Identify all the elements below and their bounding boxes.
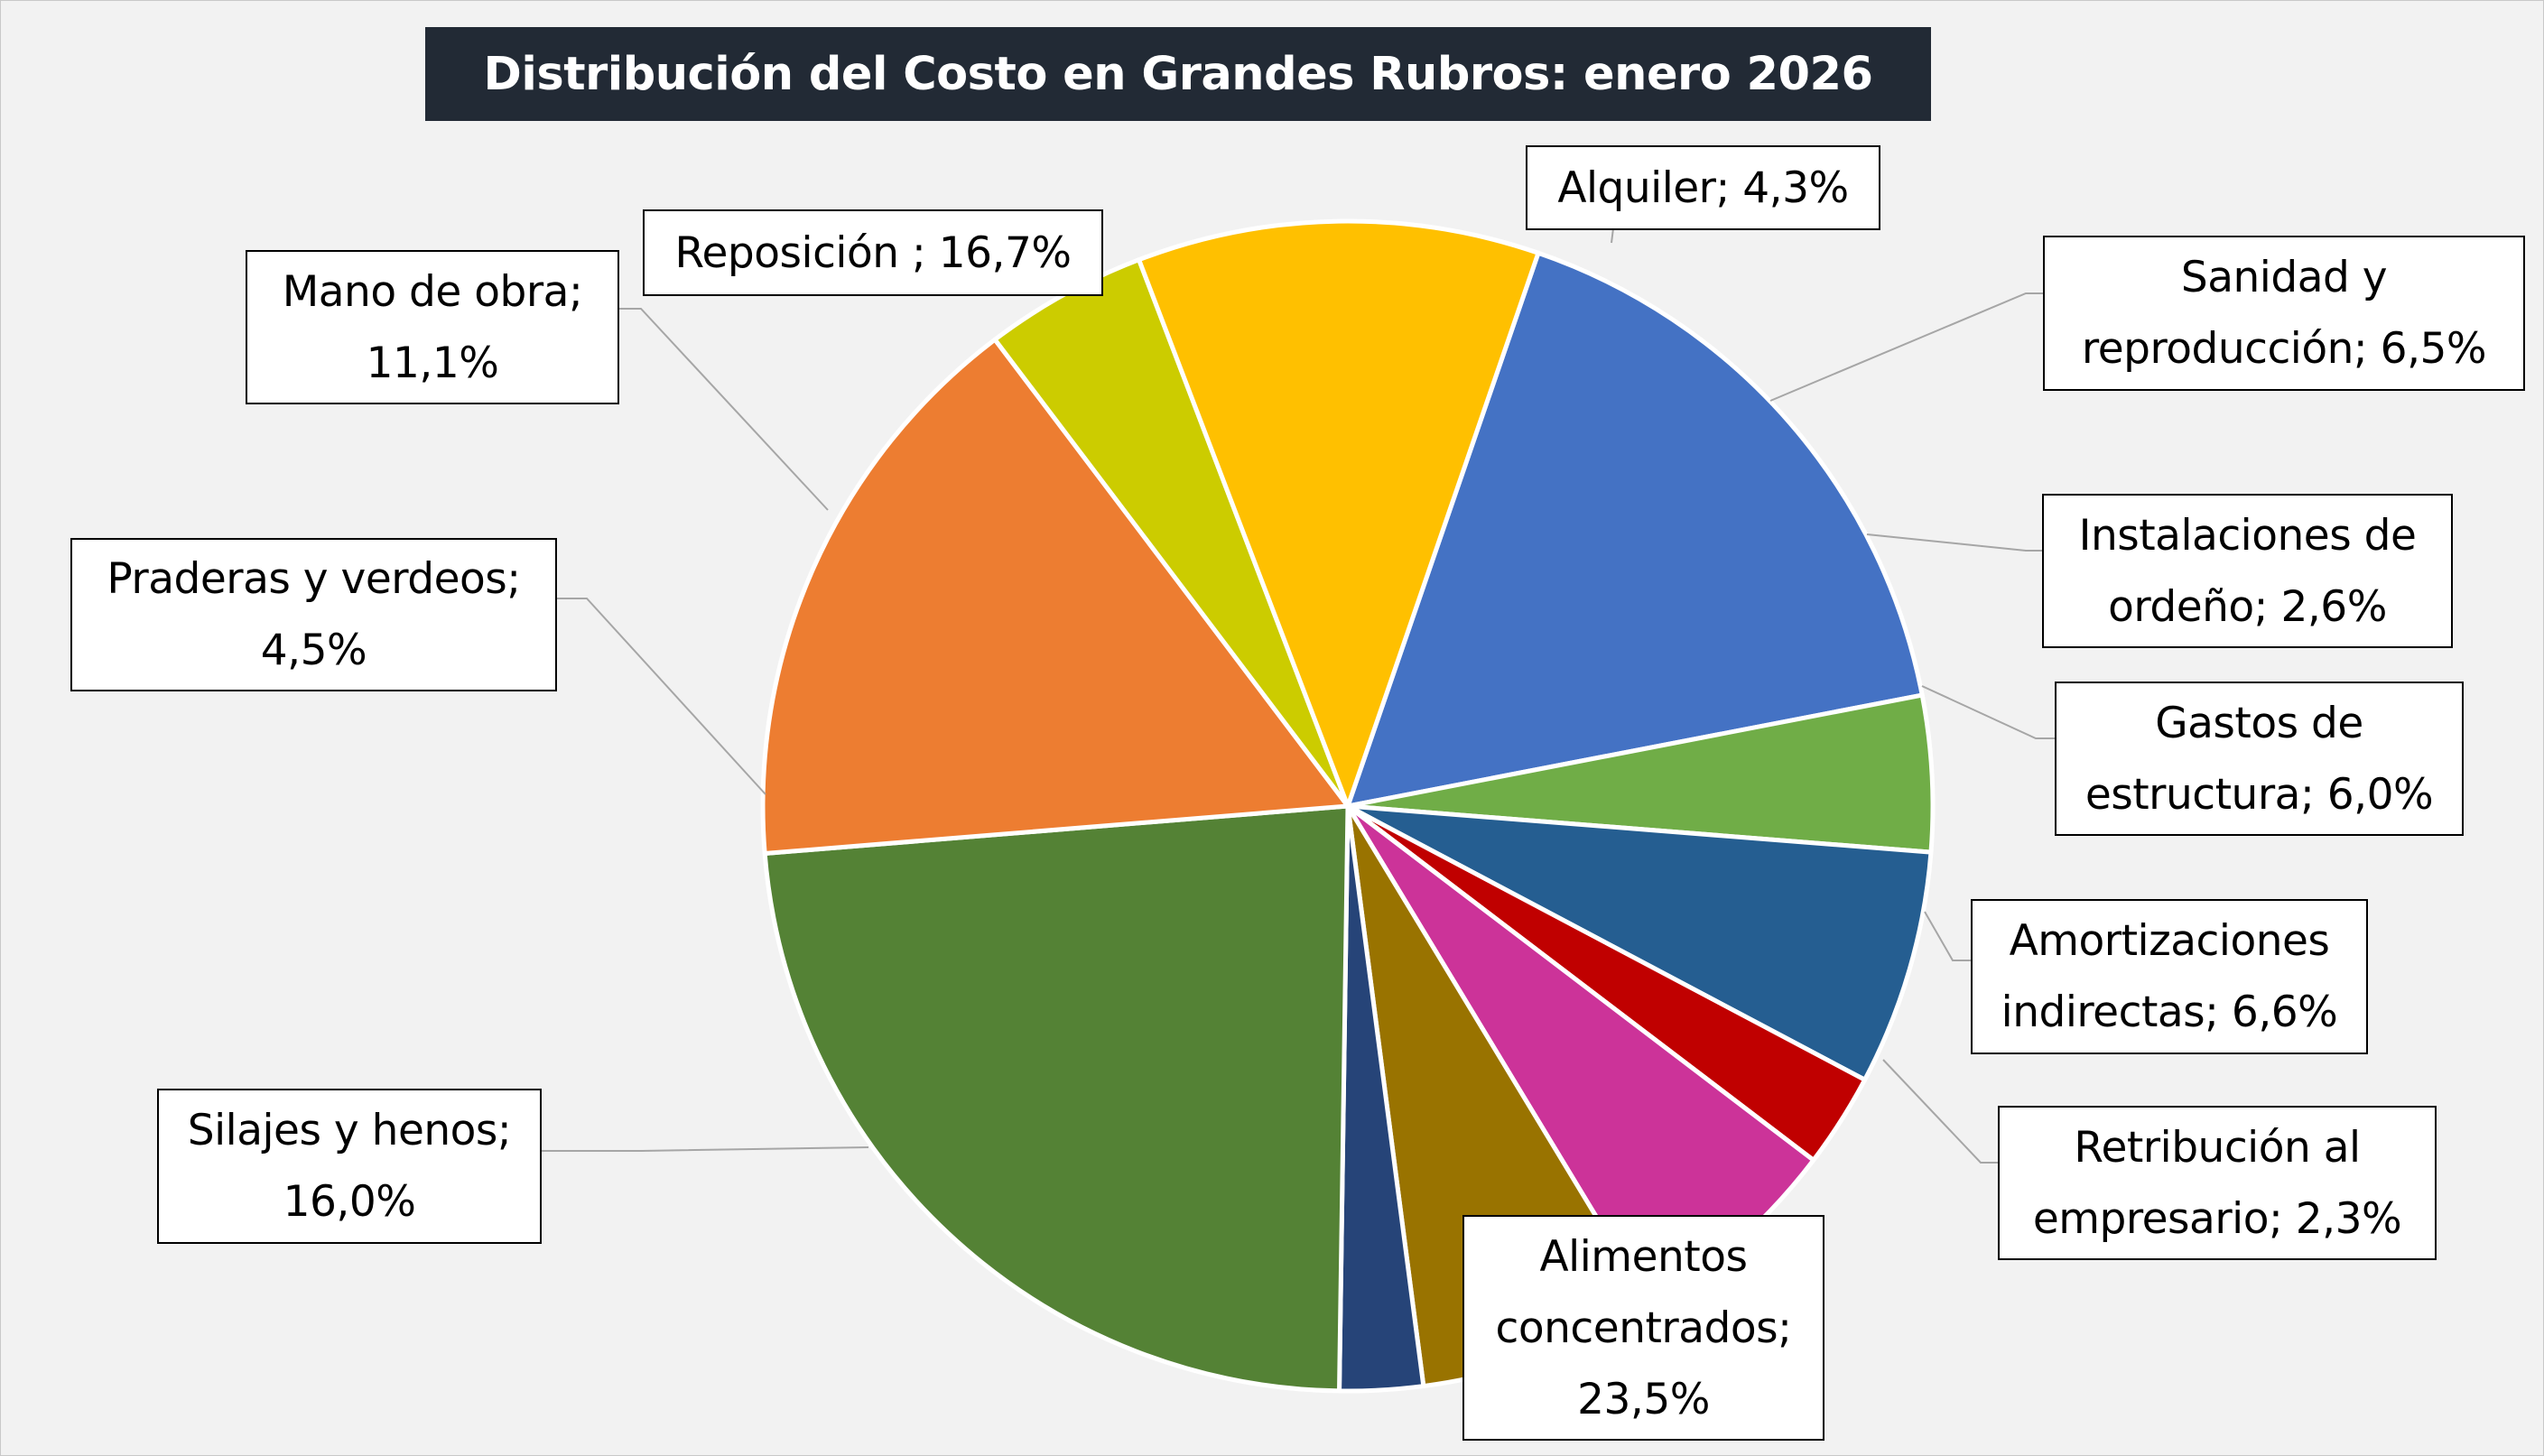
data-label-praderas-y-verdeos: Praderas y verdeos; 4,5% <box>70 538 557 691</box>
leader-line-gastos-de-estructura <box>1921 685 2055 739</box>
leader-line-instalaciones-de-ordeno <box>1866 533 2042 552</box>
leader-line-alquiler <box>1611 227 1616 244</box>
data-label-alimentos-concentrados: Alimentos concentrados; 23,5% <box>1462 1215 1824 1441</box>
data-label-amortizaciones-indirectas: Amortizaciones indirectas; 6,6% <box>1971 899 2368 1054</box>
leader-line-amortizaciones-indirectas <box>1924 911 1971 961</box>
data-label-alquiler: Alquiler; 4,3% <box>1526 145 1880 230</box>
data-label-instalaciones-de-ordeno: Instalaciones de ordeño; 2,6% <box>2042 494 2453 648</box>
leader-line-mano-de-obra <box>619 308 829 511</box>
leader-line-sanidad-y-reproduccion <box>1769 292 2043 402</box>
leader-line-retribucion-al-empresario <box>1882 1059 1998 1164</box>
data-label-reposicion: Reposición ; 16,7% <box>643 209 1103 296</box>
chart-title: Distribución del Costo en Grandes Rubros… <box>425 27 1931 121</box>
data-label-retribucion-al-empresario: Retribución al empresario; 2,3% <box>1998 1106 2437 1260</box>
pie-slice-mano-de-obra <box>1137 218 1541 809</box>
data-label-silajes-y-henos: Silajes y henos; 16,0% <box>157 1089 542 1244</box>
leader-line-silajes-y-henos <box>542 1146 869 1152</box>
data-label-mano-de-obra: Mano de obra; 11,1% <box>246 250 619 404</box>
pie-slice-sanidad-y-reproduccion <box>1345 803 1934 1082</box>
leader-line-praderas-y-verdeos <box>557 598 766 795</box>
pie-slice-alquiler <box>1345 692 1936 855</box>
pie-slice-silajes-y-henos <box>760 337 1351 856</box>
data-label-gastos-de-estructura: Gastos de estructura; 6,0% <box>2055 682 2464 836</box>
data-label-sanidad-y-reproduccion: Sanidad y reproducción; 6,5% <box>2043 236 2525 391</box>
pie-slice-alimentos-concentrados <box>762 803 1351 1394</box>
